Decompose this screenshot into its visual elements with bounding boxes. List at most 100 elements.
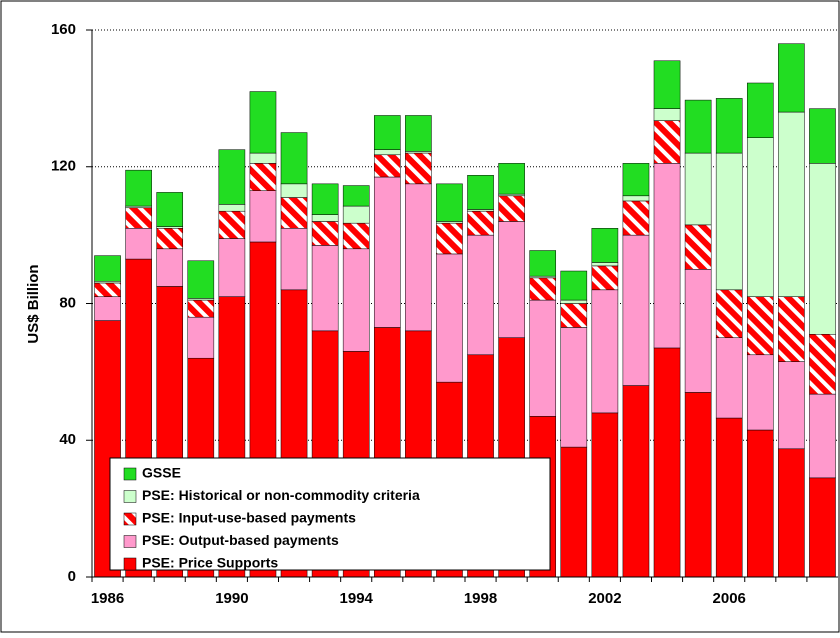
bar-segment bbox=[715, 417, 743, 578]
y-tick-label: 0 bbox=[68, 568, 76, 585]
bar-segment bbox=[715, 337, 743, 419]
bar-segment bbox=[311, 214, 339, 222]
bar-segment bbox=[436, 222, 463, 255]
bar-segment bbox=[125, 207, 152, 229]
bar-segment bbox=[746, 296, 774, 356]
bar-segment bbox=[249, 152, 277, 164]
bar-segment bbox=[467, 234, 494, 356]
bar-segment bbox=[373, 176, 401, 328]
bar-segment bbox=[218, 204, 246, 212]
y-tick-label: 40 bbox=[59, 431, 76, 448]
y-tick-label: 80 bbox=[59, 294, 76, 311]
bar-segment bbox=[342, 248, 370, 352]
bar-segment bbox=[436, 221, 463, 224]
x-tick-label: 1998 bbox=[464, 590, 497, 607]
bar-segment bbox=[94, 255, 121, 282]
bar-segment bbox=[498, 221, 525, 338]
bar-segment bbox=[125, 228, 152, 260]
bar-segment bbox=[311, 183, 339, 215]
legend-label: PSE: Output-based payments bbox=[142, 532, 339, 548]
bar-segment bbox=[560, 303, 588, 328]
bar-segment bbox=[187, 298, 215, 301]
bar-segment bbox=[778, 448, 805, 578]
bar-segment bbox=[529, 277, 557, 301]
bar-segment bbox=[653, 60, 681, 109]
bar-segment bbox=[156, 226, 184, 229]
y-tick-label: 120 bbox=[51, 158, 76, 175]
bar-segment bbox=[529, 275, 557, 279]
bar-segment bbox=[218, 210, 246, 239]
bar-segment bbox=[746, 137, 774, 297]
x-tick-label: 1994 bbox=[340, 590, 374, 607]
legend-swatch bbox=[123, 512, 137, 526]
bar-segment bbox=[342, 205, 370, 224]
bar-segment bbox=[809, 334, 836, 395]
bar-segment bbox=[373, 154, 401, 178]
x-tick-label: 1986 bbox=[91, 590, 124, 607]
bar-segment bbox=[715, 152, 743, 291]
bar-segment bbox=[467, 175, 494, 210]
legend-label: PSE: Input-use-based payments bbox=[142, 510, 356, 526]
bar-segment bbox=[498, 195, 525, 222]
bar-segment bbox=[809, 163, 836, 335]
y-tick-label: 160 bbox=[51, 21, 76, 38]
bar-segment bbox=[809, 477, 836, 578]
legend-label: PSE: Price Supports bbox=[142, 555, 278, 571]
bar-segment bbox=[125, 205, 152, 209]
bar-segment bbox=[809, 393, 836, 479]
bar-segment bbox=[684, 99, 712, 154]
bar-segment bbox=[94, 296, 121, 321]
bar-segment bbox=[653, 120, 681, 164]
bar-segment bbox=[622, 163, 650, 197]
bar-segment bbox=[560, 270, 588, 301]
bar-segment bbox=[405, 152, 432, 185]
legend-box bbox=[109, 457, 551, 571]
legend-swatch bbox=[123, 490, 137, 503]
bar-segment bbox=[249, 190, 277, 243]
bar-segment bbox=[280, 197, 308, 229]
bar-segment bbox=[778, 43, 805, 113]
bar-segment bbox=[405, 115, 432, 152]
legend-label: PSE: Historical or non-commodity criteri… bbox=[142, 487, 420, 503]
bar-segment bbox=[746, 354, 774, 431]
bar-segment bbox=[156, 192, 184, 227]
bar-segment bbox=[156, 228, 184, 250]
bar-segment bbox=[778, 296, 805, 362]
bar-segment bbox=[405, 151, 432, 154]
bar-segment bbox=[280, 228, 308, 291]
bar-segment bbox=[653, 163, 681, 349]
bar-segment bbox=[778, 111, 805, 297]
bar-segment bbox=[187, 299, 215, 318]
x-tick-label: 2006 bbox=[713, 590, 746, 607]
bar-segment bbox=[218, 149, 246, 205]
bar-segment bbox=[591, 262, 619, 267]
legend-swatch bbox=[123, 535, 137, 548]
bar-segment bbox=[529, 250, 557, 277]
bar-segment bbox=[560, 299, 588, 304]
bar-segment bbox=[342, 185, 370, 207]
bar-segment bbox=[809, 108, 836, 164]
bar-segment bbox=[591, 228, 619, 263]
bar-segment bbox=[125, 169, 152, 207]
bar-segment bbox=[436, 253, 463, 383]
bar-segment bbox=[684, 269, 712, 393]
y-axis-label: US$ Billion bbox=[25, 264, 42, 343]
bar-segment bbox=[622, 200, 650, 236]
legend-label: GSSE bbox=[142, 465, 181, 481]
bar-segment bbox=[778, 361, 805, 450]
x-tick-label: 2002 bbox=[588, 590, 621, 607]
bar-segment bbox=[249, 91, 277, 154]
bar-segment bbox=[280, 132, 308, 185]
bar-segment bbox=[311, 245, 339, 332]
bar-segment bbox=[218, 238, 246, 297]
bar-segment bbox=[622, 234, 650, 386]
bar-segment bbox=[684, 224, 712, 270]
bar-segment bbox=[187, 260, 215, 299]
bar-segment bbox=[467, 209, 494, 212]
bar-segment bbox=[715, 289, 743, 338]
bar-segment bbox=[280, 183, 308, 198]
bar-segment bbox=[373, 149, 401, 156]
bar-segment bbox=[653, 347, 681, 578]
